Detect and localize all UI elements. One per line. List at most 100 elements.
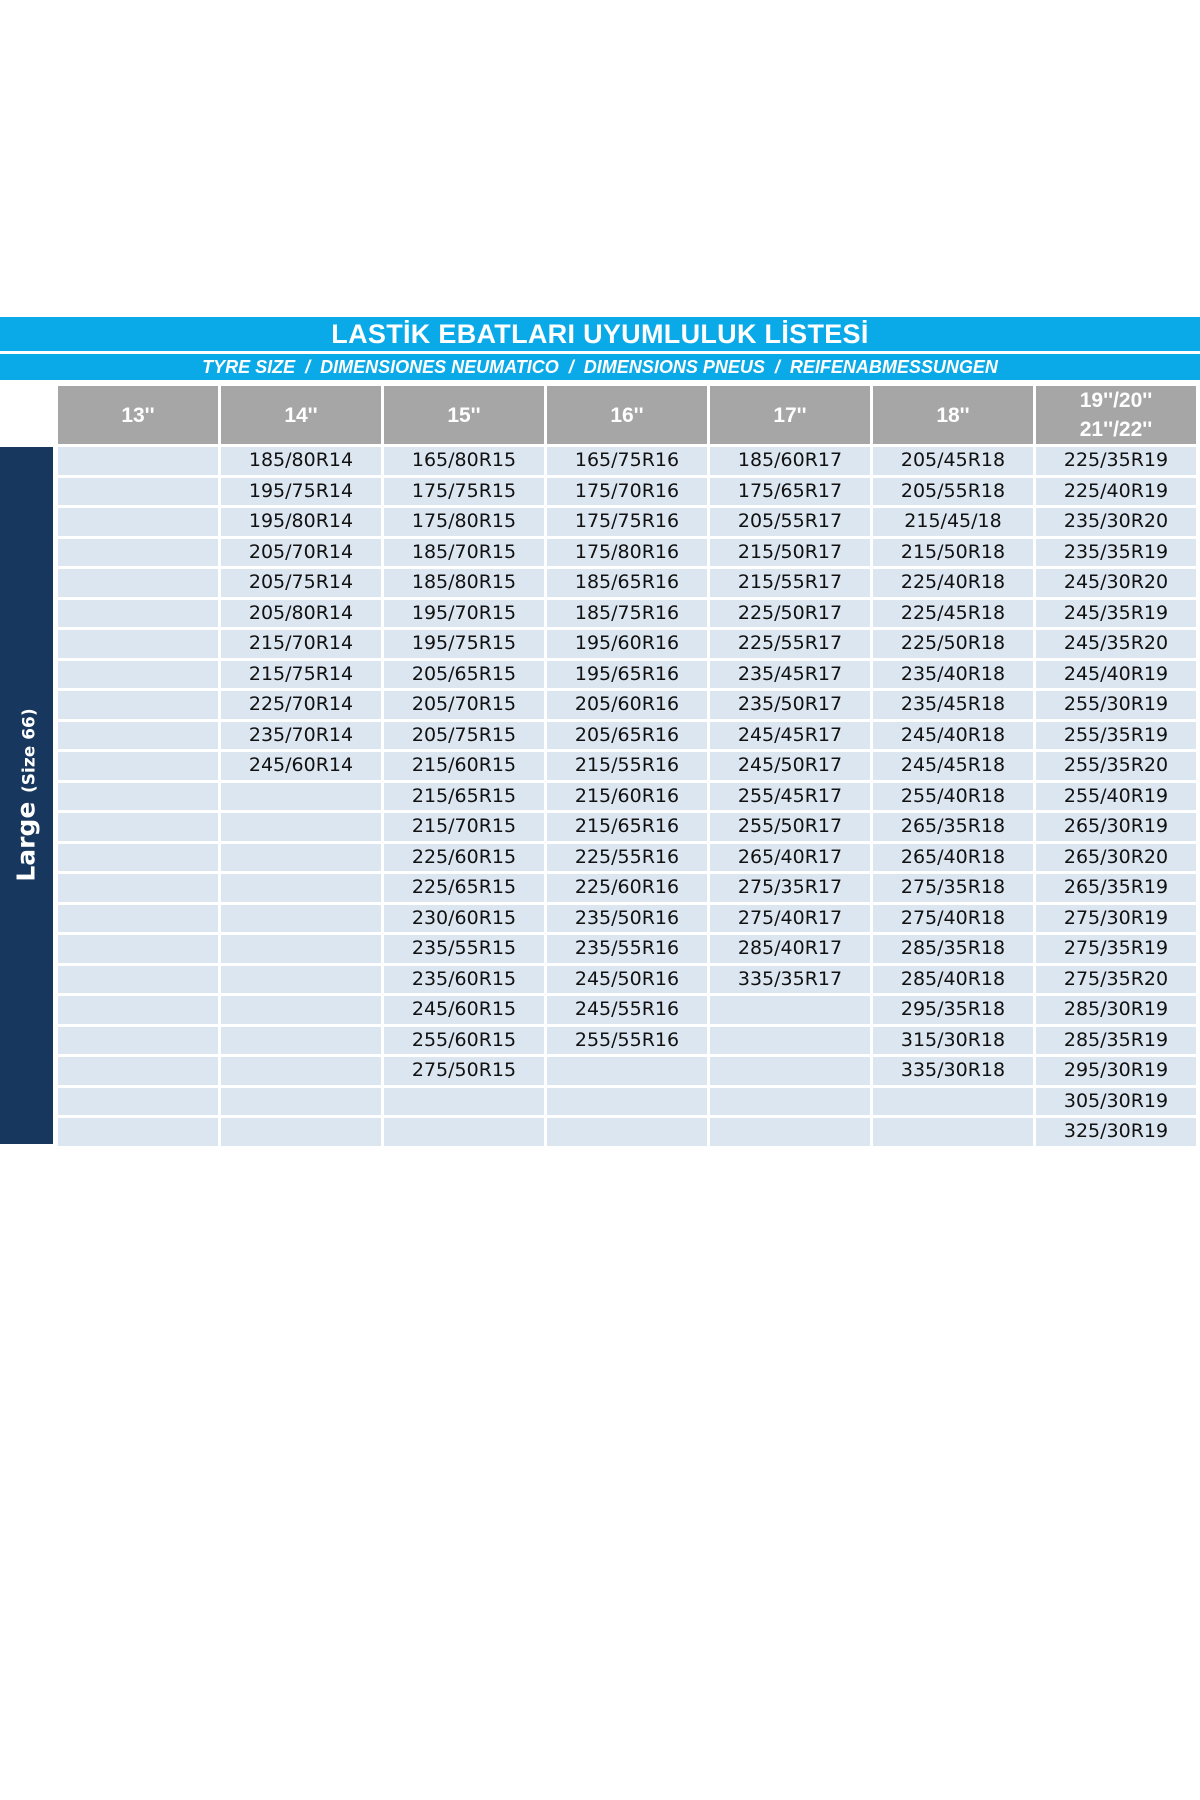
header-row: 13'' 14'' 15'' 16'' 17'' 18'' 19''/20'' 21''/22…: [58, 386, 1196, 444]
tyre-size-cell: 215/65R16: [547, 813, 707, 841]
tyre-size-cell: 225/55R17: [710, 630, 870, 658]
tyre-size-cell: 285/40R18: [873, 965, 1033, 993]
table-row: 235/60R15 245/50R16 335/35R17 285/40R18 275/…: [58, 965, 1196, 993]
tyre-size-cell: [221, 965, 381, 993]
tyre-size-cell: 185/65R16: [547, 569, 707, 597]
tyre-size-cell: 305/30R19: [1036, 1087, 1196, 1115]
tyre-size-cell: [710, 1118, 870, 1146]
tyre-size-cell: 225/60R16: [547, 874, 707, 902]
tyre-size-cell: 205/45R18: [873, 447, 1033, 475]
tyre-size-cell: [221, 843, 381, 871]
tyre-size-cell: 175/80R15: [384, 508, 544, 536]
column-header: 13'': [58, 386, 218, 444]
tyre-size-cell: 285/30R19: [1036, 996, 1196, 1024]
table-row: 205/75R14 185/80R15 185/65R16 215/55R17 225/…: [58, 569, 1196, 597]
table-row: 205/70R14 185/70R15 175/80R16 215/50R17 215/…: [58, 538, 1196, 566]
tyre-size-cell: 255/40R19: [1036, 782, 1196, 810]
tyre-size-cell: [58, 874, 218, 902]
tyre-size-cell: 225/50R18: [873, 630, 1033, 658]
tyre-size-cell: [221, 996, 381, 1024]
tyre-size-cell: [58, 813, 218, 841]
tyre-size-cell: [221, 782, 381, 810]
tyre-size-cell: 315/30R18: [873, 1026, 1033, 1054]
table-row: 225/60R15 225/55R16 265/40R17 265/40R18 265/…: [58, 843, 1196, 871]
size-name: Large: [11, 801, 41, 882]
tyre-size-cell: [58, 630, 218, 658]
tyre-size-cell: [384, 1087, 544, 1115]
tyre-size-cell: 215/60R16: [547, 782, 707, 810]
tyre-size-cell: 255/60R15: [384, 1026, 544, 1054]
table-row: 215/75R14 205/65R15 195/65R16 235/45R17 235/…: [58, 660, 1196, 688]
size-number: (Size 66): [19, 708, 40, 793]
tyre-size-cell: 225/60R15: [384, 843, 544, 871]
tyre-size-cell: [58, 1057, 218, 1085]
tyre-size-cell: 275/35R18: [873, 874, 1033, 902]
tyre-size-cell: [58, 996, 218, 1024]
tyre-size-cell: 275/40R17: [710, 904, 870, 932]
tyre-size-cell: 205/80R14: [221, 599, 381, 627]
tyre-size-cell: [221, 874, 381, 902]
column-header: 18'': [873, 386, 1033, 444]
tyre-size-cell: 185/80R14: [221, 447, 381, 475]
tyre-size-cell: 285/35R19: [1036, 1026, 1196, 1054]
tyre-size-cell: 215/45/18: [873, 508, 1033, 536]
table-row: 225/65R15 225/60R16 275/35R17 275/35R18 265/…: [58, 874, 1196, 902]
tyre-size-cell: 175/75R15: [384, 477, 544, 505]
tyre-size-cell: 205/55R17: [710, 508, 870, 536]
tyre-size-cell: 335/30R18: [873, 1057, 1033, 1085]
tyre-size-cell: 295/35R18: [873, 996, 1033, 1024]
tyre-size-cell: 185/80R15: [384, 569, 544, 597]
tyre-size-cell: 175/65R17: [710, 477, 870, 505]
tyre-size-cell: 215/60R15: [384, 752, 544, 780]
table-row: 235/55R15 235/55R16 285/40R17 285/35R18 275/…: [58, 935, 1196, 963]
tyre-size-cell: 245/35R19: [1036, 599, 1196, 627]
tyre-size-cell: 245/55R16: [547, 996, 707, 1024]
tyre-size-cell: [873, 1087, 1033, 1115]
tyre-size-cell: 265/40R17: [710, 843, 870, 871]
tyre-size-cell: 265/30R20: [1036, 843, 1196, 871]
tyre-size-cell: 255/55R16: [547, 1026, 707, 1054]
size-category-label: Large (Size 66): [12, 708, 41, 881]
tyre-size-cell: 255/30R19: [1036, 691, 1196, 719]
size-category-band: Large (Size 66): [0, 447, 53, 1144]
tyre-size-cell: 245/50R17: [710, 752, 870, 780]
tyre-size-cell: 175/70R16: [547, 477, 707, 505]
tyre-size-cell: [58, 752, 218, 780]
table-row: 195/75R14 175/75R15 175/70R16 175/65R17 205/…: [58, 477, 1196, 505]
tyre-size-cell: 255/45R17: [710, 782, 870, 810]
tyre-size-cell: [547, 1118, 707, 1146]
tyre-size-cell: 245/45R17: [710, 721, 870, 749]
tyre-size-cell: 245/30R20: [1036, 569, 1196, 597]
tyre-size-cell: 255/35R20: [1036, 752, 1196, 780]
tyre-size-cell: 235/45R17: [710, 660, 870, 688]
tyre-size-cell: [58, 965, 218, 993]
tyre-size-table: 13'' 14'' 15'' 16'' 17'' 18'' 19''/20'' 21''/22…: [55, 383, 1199, 1149]
column-header: 19''/20'' 21''/22'': [1036, 386, 1196, 444]
tyre-size-cell: 215/70R15: [384, 813, 544, 841]
tyre-size-cell: 265/35R18: [873, 813, 1033, 841]
tyre-size-cell: 275/35R19: [1036, 935, 1196, 963]
tyre-size-cell: 195/75R14: [221, 477, 381, 505]
tyre-size-cell: [58, 599, 218, 627]
tyre-size-cell: 205/75R15: [384, 721, 544, 749]
tyre-size-cell: [221, 935, 381, 963]
tyre-size-cell: [58, 1087, 218, 1115]
tyre-size-cell: [58, 935, 218, 963]
tyre-size-cell: 165/75R16: [547, 447, 707, 475]
tyre-size-cell: 335/35R17: [710, 965, 870, 993]
tyre-size-cell: 245/60R15: [384, 996, 544, 1024]
tyre-size-cell: 230/60R15: [384, 904, 544, 932]
tyre-size-cell: 195/70R15: [384, 599, 544, 627]
tyre-size-cell: [58, 904, 218, 932]
tyre-size-cell: 255/50R17: [710, 813, 870, 841]
tyre-size-cell: 285/40R17: [710, 935, 870, 963]
tyre-size-cell: [221, 1057, 381, 1085]
tyre-size-cell: 275/50R15: [384, 1057, 544, 1085]
tyre-size-cell: 245/50R16: [547, 965, 707, 993]
tyre-size-cell: 235/35R19: [1036, 538, 1196, 566]
tyre-size-cell: [221, 904, 381, 932]
tyre-size-cell: [58, 569, 218, 597]
tyre-size-cell: 205/55R18: [873, 477, 1033, 505]
tyre-size-cell: 235/40R18: [873, 660, 1033, 688]
tyre-size-cell: 215/65R15: [384, 782, 544, 810]
